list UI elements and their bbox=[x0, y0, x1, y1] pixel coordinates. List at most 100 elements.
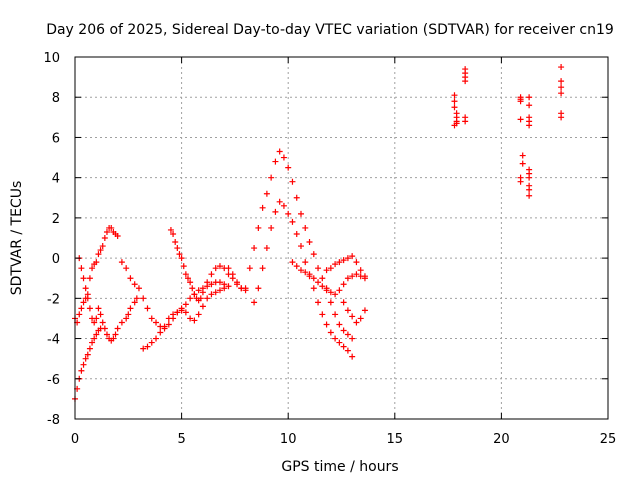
data-point bbox=[78, 367, 85, 374]
data-point bbox=[315, 279, 322, 286]
data-point bbox=[289, 178, 296, 185]
data-point bbox=[127, 275, 134, 282]
data-point bbox=[558, 114, 565, 121]
data-point bbox=[195, 311, 202, 318]
data-point bbox=[148, 315, 155, 322]
data-point bbox=[259, 204, 266, 211]
data-point bbox=[323, 267, 330, 274]
data-point bbox=[319, 283, 326, 290]
data-point bbox=[86, 305, 93, 312]
data-point bbox=[263, 190, 270, 197]
data-point bbox=[140, 295, 147, 302]
data-point bbox=[174, 309, 181, 316]
x-axis-label: GPS time / hours bbox=[281, 459, 398, 475]
data-point bbox=[225, 265, 232, 272]
data-point bbox=[225, 283, 232, 290]
data-point bbox=[118, 259, 125, 266]
data-point bbox=[212, 265, 219, 272]
series-track-g bbox=[225, 148, 356, 342]
data-point bbox=[182, 271, 189, 278]
y-tick-label: -2 bbox=[47, 292, 60, 307]
data-point bbox=[157, 329, 164, 336]
data-point bbox=[517, 116, 524, 123]
data-point bbox=[340, 343, 347, 350]
data-point bbox=[451, 92, 458, 99]
data-point bbox=[293, 263, 300, 270]
data-point bbox=[255, 224, 262, 231]
data-point bbox=[332, 261, 339, 268]
data-point bbox=[161, 323, 168, 330]
data-point bbox=[216, 287, 223, 294]
data-point bbox=[526, 102, 533, 109]
data-point bbox=[123, 265, 130, 272]
data-point bbox=[251, 299, 258, 306]
data-point bbox=[131, 281, 138, 288]
data-point bbox=[349, 313, 356, 320]
data-point bbox=[212, 289, 219, 296]
data-point bbox=[167, 226, 174, 233]
series-track-h bbox=[251, 198, 356, 360]
data-point bbox=[272, 208, 279, 215]
series-cluster-23h bbox=[558, 64, 565, 121]
data-point bbox=[93, 331, 100, 338]
data-point bbox=[319, 275, 326, 282]
data-point bbox=[197, 295, 204, 302]
data-point bbox=[91, 319, 98, 326]
series-track-c bbox=[76, 255, 140, 344]
y-tick-label: 0 bbox=[52, 252, 60, 267]
y-tick-label: 2 bbox=[52, 212, 60, 227]
data-point bbox=[199, 303, 206, 310]
data-point bbox=[180, 263, 187, 270]
x-tick-label: 0 bbox=[71, 432, 79, 447]
data-point bbox=[263, 245, 270, 252]
data-point bbox=[526, 174, 533, 181]
data-point bbox=[340, 281, 347, 288]
data-point bbox=[242, 285, 249, 292]
x-tick-label: 25 bbox=[600, 432, 617, 447]
data-point bbox=[519, 152, 526, 159]
data-point bbox=[82, 285, 89, 292]
data-point bbox=[293, 230, 300, 237]
data-point bbox=[176, 251, 183, 258]
data-point bbox=[84, 351, 91, 358]
data-point bbox=[276, 198, 283, 205]
data-point bbox=[349, 353, 356, 360]
data-point bbox=[199, 289, 206, 296]
data-point bbox=[302, 269, 309, 276]
x-tick-label: 20 bbox=[493, 432, 510, 447]
data-point bbox=[327, 329, 334, 336]
data-point bbox=[517, 98, 524, 105]
data-point bbox=[336, 259, 343, 266]
grid bbox=[75, 57, 608, 419]
data-point bbox=[125, 311, 132, 318]
data-point bbox=[306, 273, 313, 280]
data-point bbox=[182, 301, 189, 308]
data-point bbox=[280, 202, 287, 209]
data-point bbox=[84, 295, 91, 302]
data-point bbox=[526, 186, 533, 193]
data-point bbox=[353, 271, 360, 278]
data-point bbox=[187, 315, 194, 322]
data-point bbox=[361, 307, 368, 314]
data-point bbox=[93, 259, 100, 266]
data-point bbox=[319, 311, 326, 318]
data-point bbox=[93, 315, 100, 322]
data-point bbox=[280, 154, 287, 161]
data-point bbox=[208, 271, 215, 278]
data-point bbox=[344, 255, 351, 262]
data-point bbox=[272, 158, 279, 165]
data-point bbox=[315, 299, 322, 306]
data-point bbox=[276, 148, 283, 155]
data-point bbox=[310, 275, 317, 282]
data-point bbox=[153, 335, 160, 342]
data-point bbox=[204, 295, 211, 302]
data-point bbox=[462, 118, 469, 125]
data-point bbox=[204, 279, 211, 286]
data-point bbox=[182, 309, 189, 316]
data-point bbox=[172, 239, 179, 246]
data-point bbox=[332, 311, 339, 318]
x-tick-label: 15 bbox=[387, 432, 404, 447]
data-point bbox=[302, 224, 309, 231]
data-point bbox=[255, 285, 262, 292]
data-point bbox=[187, 295, 194, 302]
